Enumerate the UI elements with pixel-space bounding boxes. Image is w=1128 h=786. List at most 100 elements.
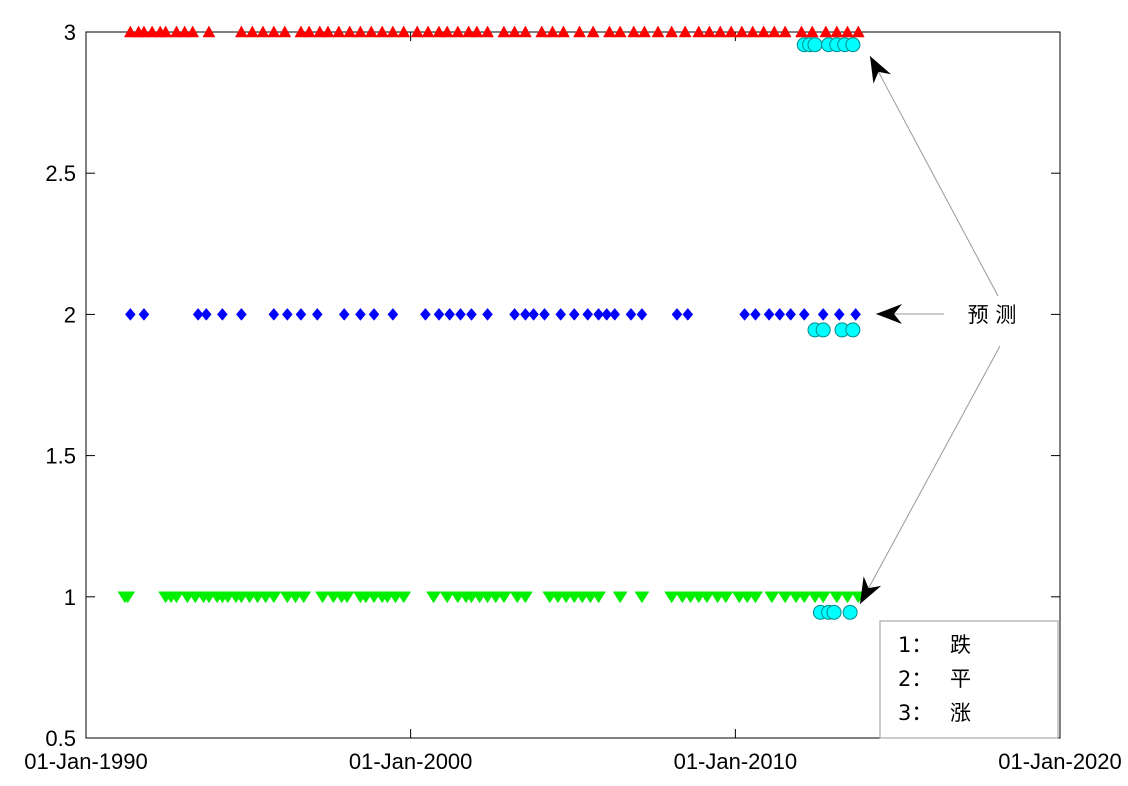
data-point-diamond: [528, 308, 539, 321]
data-point-triangle-up: [546, 25, 559, 38]
arrow-to-rise: [869, 55, 999, 297]
data-point-diamond: [268, 308, 280, 321]
data-point-diamond: [750, 308, 761, 321]
data-point-circle: [845, 322, 861, 338]
data-point-diamond: [682, 308, 694, 321]
data-point-triangle-up: [678, 25, 692, 38]
data-point-circle: [815, 322, 831, 338]
data-point-triangle-up: [735, 25, 749, 38]
data-point-diamond: [444, 308, 455, 321]
data-point-triangle-up: [830, 25, 844, 38]
data-point-diamond: [582, 308, 594, 321]
data-point-diamond: [539, 308, 550, 321]
arrow-to-fall-shaft: [859, 345, 1001, 605]
data-point-triangle-up: [234, 25, 248, 38]
plot-area: [85, 31, 1061, 739]
legend-entry-number: 1：: [898, 633, 932, 657]
data-point-triangle-up: [757, 25, 771, 38]
x-tick-label: 01-Jan-1990: [24, 749, 148, 774]
y-tick-labels: 0.5 1 1.5 2 2.5 3: [45, 20, 76, 751]
data-point-triangle-up: [746, 25, 760, 38]
data-point-triangle-up: [535, 25, 549, 38]
data-point-triangle-up: [410, 25, 424, 38]
data-point-triangle-up: [178, 25, 192, 38]
data-point-diamond: [192, 308, 204, 321]
y-tick-label: 2.5: [45, 161, 76, 186]
data-point-diamond: [625, 308, 637, 321]
data-point-triangle-up: [145, 25, 159, 38]
legend: 1： 跌 2： 平 3： 涨: [879, 620, 1059, 739]
data-point-triangle-down: [664, 591, 680, 604]
data-point-triangle-down: [169, 591, 184, 604]
data-marks: [117, 25, 866, 620]
data-point-triangle-up: [692, 25, 706, 38]
data-point-triangle-down: [591, 591, 607, 604]
data-point-diamond: [568, 308, 580, 321]
data-point-triangle-up: [627, 25, 641, 38]
annotation: 预 测: [859, 55, 1017, 605]
data-point-triangle-up: [481, 25, 494, 38]
x-tick-label: 01-Jan-2000: [349, 749, 473, 774]
arrow-to-fall-head: [860, 576, 882, 604]
data-point-diamond: [387, 308, 399, 321]
data-point-diamond: [311, 308, 323, 321]
legend-entry-label: 涨: [950, 701, 971, 725]
data-point-diamond: [433, 308, 445, 321]
data-point-diamond: [593, 308, 604, 321]
data-point-triangle-up: [313, 25, 327, 38]
data-point-diamond: [636, 308, 648, 321]
data-point-triangle-up: [518, 25, 532, 38]
y-tick-label: 1: [64, 585, 76, 610]
data-point-diamond: [763, 308, 775, 321]
data-point-triangle-down: [426, 591, 442, 604]
data-point-triangle-up: [651, 25, 665, 38]
data-point-triangle-down: [339, 591, 355, 604]
data-point-triangle-up: [397, 25, 411, 38]
data-point-diamond: [217, 308, 228, 321]
data-point-triangle-up: [470, 25, 484, 38]
data-point-diamond: [368, 308, 380, 321]
data-point-triangle-up: [778, 25, 792, 38]
data-point-triangle-down: [634, 591, 650, 604]
data-point-triangle-up: [638, 25, 651, 38]
y-tick-label: 1.5: [45, 444, 76, 469]
data-point-diamond: [601, 308, 613, 321]
legend-entry-label: 平: [950, 667, 971, 691]
data-point-diamond: [138, 308, 150, 321]
data-point-circle: [826, 604, 842, 620]
data-point-diamond: [671, 308, 683, 321]
data-point-triangle-up: [805, 25, 819, 38]
data-point-diamond: [739, 308, 750, 321]
data-point-diamond: [420, 308, 431, 321]
y-tick-label: 3: [64, 20, 76, 45]
data-point-triangle-up: [202, 25, 216, 38]
legend-entry-number: 2：: [898, 667, 932, 691]
annotation-text: 预 测: [968, 303, 1017, 327]
data-point-triangle-down: [266, 591, 282, 604]
data-point-triangle-up: [451, 25, 465, 38]
data-point-circle: [845, 37, 861, 53]
data-point-triangle-up: [421, 25, 435, 38]
y-tick-label: 2: [64, 302, 76, 327]
data-point-triangle-up: [332, 25, 346, 38]
data-point-triangle-up: [343, 25, 357, 38]
data-point-circle: [807, 37, 823, 53]
x-tick-labels: 01-Jan-1990 01-Jan-2000 01-Jan-2010 01-Jan-…: [24, 749, 1122, 774]
data-point-triangle-down: [496, 591, 512, 604]
data-point-triangle-up: [256, 25, 270, 38]
data-point-triangle-down: [829, 591, 845, 604]
data-point-triangle-up: [462, 25, 476, 38]
data-point-diamond: [785, 308, 796, 321]
arrow-to-fall: [859, 345, 1001, 605]
data-point-diamond: [609, 308, 621, 321]
data-point-diamond: [555, 308, 567, 321]
data-point-triangle-up: [819, 25, 833, 38]
data-point-circle: [842, 604, 858, 620]
data-point-diamond: [774, 308, 786, 321]
data-point-diamond: [282, 308, 293, 321]
data-point-diamond: [520, 308, 531, 321]
data-point-triangle-up: [665, 25, 679, 38]
data-point-triangle-down: [315, 591, 330, 604]
data-point-triangle-down: [296, 591, 312, 604]
